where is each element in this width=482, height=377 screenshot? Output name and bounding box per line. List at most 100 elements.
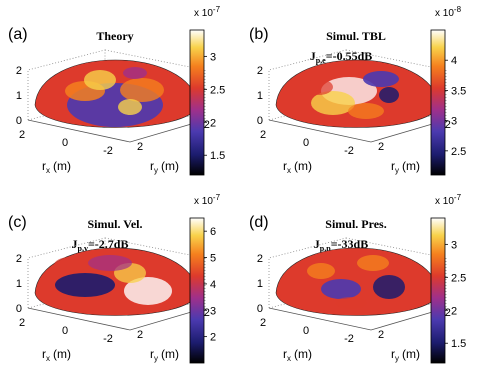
x-tick-label: 2 xyxy=(19,129,25,141)
x-tick-label: 2 xyxy=(19,317,25,329)
panel-label: (b) xyxy=(249,26,269,43)
y-axis-label: ry (m) xyxy=(150,347,179,363)
x-tick-label: 0 xyxy=(303,325,309,337)
hemisphere-surface xyxy=(34,59,199,128)
surface-patch xyxy=(88,255,132,271)
y-tick-label: -2 xyxy=(441,119,451,131)
z-tick-label: 1 xyxy=(16,90,22,102)
panel-title: Theory xyxy=(96,29,133,43)
axes-box xyxy=(268,237,447,331)
panel-label: (d) xyxy=(249,214,269,231)
surface-patch xyxy=(311,91,355,115)
colorbar-tick-label: 3 xyxy=(210,305,216,317)
y-tick-label: 2 xyxy=(137,141,143,153)
x-tick-label: 2 xyxy=(260,317,266,329)
colorbar-exponent: x 10-8 xyxy=(435,5,462,19)
panel-label: (a) xyxy=(8,26,28,43)
z-tick-label: 0 xyxy=(257,303,263,315)
panel-label: (c) xyxy=(8,214,27,231)
x-tick-label: -2 xyxy=(344,333,354,345)
colorbar-gradient xyxy=(189,217,205,364)
x-axis-label: rx (m) xyxy=(42,159,71,175)
z-tick-label: 0 xyxy=(16,303,22,315)
x-axis-label: rx (m) xyxy=(283,159,312,175)
colorbar-exponent: x 10-7 xyxy=(194,5,221,19)
hemisphere-surface xyxy=(275,59,440,128)
z-tick-label: 0 xyxy=(16,115,22,127)
z-axis: 0 1 2 xyxy=(257,65,263,127)
surface-patch xyxy=(54,257,86,273)
y-tick-label: -2 xyxy=(441,307,451,319)
z-axis: 0 1 2 xyxy=(16,253,22,315)
x-axis: 2 0 -2 rx (m) xyxy=(19,129,113,175)
x-tick-label: -2 xyxy=(103,333,113,345)
colorbar-tick-label: 2 xyxy=(451,305,457,317)
y-tick-label: 2 xyxy=(378,329,384,341)
z-axis: 0 1 2 xyxy=(257,253,263,315)
panel-title: Simul. Pres. xyxy=(325,217,386,231)
hemisphere-surface xyxy=(34,247,199,316)
colorbar-tick-label: 3.5 xyxy=(451,85,466,97)
x-tick-label: -2 xyxy=(103,145,113,157)
y-axis-label: ry (m) xyxy=(150,159,179,175)
surface-patch xyxy=(357,255,389,271)
surface-patch xyxy=(363,71,399,87)
colorbar: 4 3.5 3 2.5 x 10-8 xyxy=(430,5,466,176)
y-axis: 2 -2 ry (m) xyxy=(137,119,210,175)
surface-patch xyxy=(55,273,115,297)
surface-patch xyxy=(123,67,147,79)
x-axis-label: rx (m) xyxy=(283,347,312,363)
surface-patch xyxy=(124,277,172,305)
z-tick-label: 1 xyxy=(257,90,263,102)
surface-patch xyxy=(84,70,116,90)
y-axis-label: ry (m) xyxy=(391,347,420,363)
y-tick-label: 2 xyxy=(137,329,143,341)
surface-patch xyxy=(120,78,164,102)
colorbar-tick-label: 2.5 xyxy=(451,272,466,284)
y-axis: 2 -2 ry (m) xyxy=(378,119,451,175)
y-tick-label: -2 xyxy=(200,307,210,319)
x-axis: 2 0 -2 rx (m) xyxy=(260,317,354,363)
x-axis-label: rx (m) xyxy=(42,347,71,363)
z-tick-label: 2 xyxy=(257,253,263,265)
colorbar-tick-label: 4 xyxy=(210,279,216,291)
axes-box xyxy=(27,237,206,331)
panel-title: Simul. Vel. xyxy=(87,217,142,231)
surface-patch xyxy=(348,103,384,119)
y-tick-label: -2 xyxy=(200,119,210,131)
colorbar: 3 2.5 2 1.5 x 10-7 xyxy=(189,5,225,176)
z-tick-label: 1 xyxy=(16,278,22,290)
colorbar-tick-label: 1.5 xyxy=(451,338,466,350)
z-tick-label: 2 xyxy=(257,65,263,77)
panel-2: (c) Simul. Vel. Jp,v=-2.7dB 0 1 2 2 0 -2 rx (m) 2 -2… xyxy=(8,193,221,364)
colorbar-exponent: x 10-7 xyxy=(435,193,462,207)
colorbar-gradient xyxy=(430,29,446,176)
surface-patch xyxy=(307,263,335,279)
x-tick-label: 2 xyxy=(260,129,266,141)
colorbar-tick-label: 5 xyxy=(210,253,216,265)
z-tick-label: 1 xyxy=(257,278,263,290)
x-tick-label: -2 xyxy=(344,145,354,157)
surface-patch xyxy=(379,87,399,103)
colorbar-tick-label: 3 xyxy=(210,51,216,63)
axes-box xyxy=(27,49,206,143)
surface-patch xyxy=(335,297,367,309)
surface-patch xyxy=(321,279,361,299)
colorbar-tick-label: 2.5 xyxy=(451,146,466,158)
colorbar-exponent: x 10-7 xyxy=(194,193,221,207)
hemisphere-surface xyxy=(275,247,440,316)
colorbar-tick-label: 2.5 xyxy=(210,84,225,96)
panel-subtitle: Jp,p=-33dB xyxy=(314,237,368,253)
colorbar-gradient xyxy=(430,217,446,364)
z-tick-label: 2 xyxy=(16,253,22,265)
colorbar-tick-label: 4 xyxy=(451,55,457,67)
surface-patch xyxy=(305,79,333,95)
surface-patch xyxy=(118,99,142,115)
colorbar: 3 2.5 2 1.5 x 10-7 xyxy=(430,193,466,364)
z-tick-label: 0 xyxy=(257,115,263,127)
colorbar-tick-label: 2 xyxy=(210,332,216,344)
